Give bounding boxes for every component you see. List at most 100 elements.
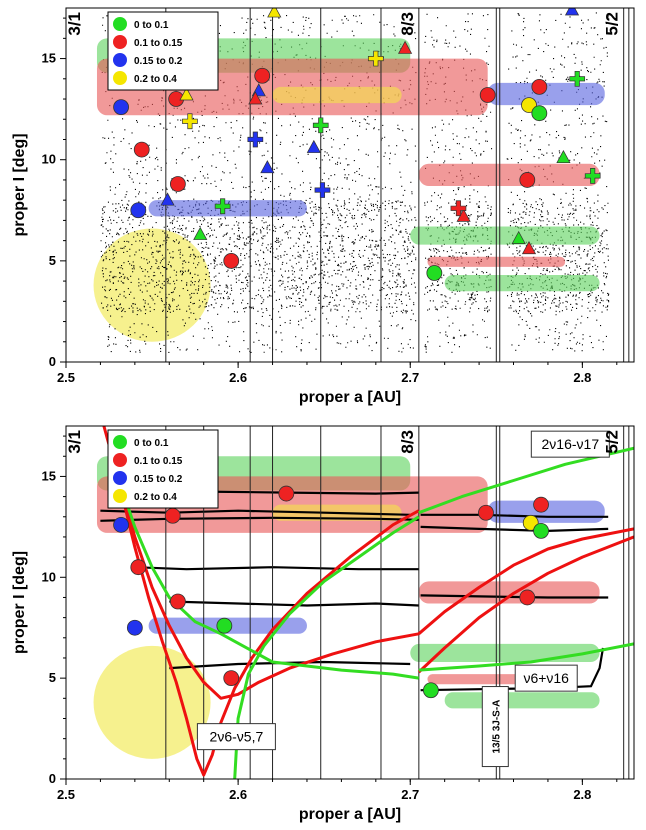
x-tick-label: 2.7 (401, 787, 419, 802)
legend-label-3: 0.2 to 0.4 (134, 492, 177, 503)
annotation-label: ν6+ν16 (523, 670, 569, 686)
legend-swatch-0 (113, 17, 127, 31)
y-tick-label: 5 (49, 670, 56, 685)
annotation-frame (530, 430, 610, 458)
x-tick-label: 2.5 (57, 787, 75, 802)
marker-circle-12 (519, 172, 536, 188)
resonance-label-1: 8/3 (398, 430, 417, 454)
evolution-track-6 (420, 513, 609, 518)
annotation-box-2: 2ν6-ν5,7 (196, 723, 276, 751)
secular-resonance-curve-5 (233, 515, 420, 779)
resonance-label-2: 5/2 (603, 12, 622, 36)
marker-triangle-20 (306, 139, 321, 153)
annotation-frame (514, 664, 578, 692)
evolution-track-0 (100, 509, 411, 516)
y-axis-label: proper I [deg] (11, 133, 28, 236)
annotation-box-3: 13/5 3J-S-A (481, 686, 509, 768)
band-3 (487, 82, 605, 106)
x-tick-label: 2.5 (57, 370, 75, 385)
legend-label-2: 0.15 to 0.2 (134, 56, 183, 67)
resonance-label-0: 3/1 (65, 430, 84, 454)
legend-label-3: 0.2 to 0.4 (134, 74, 177, 85)
band-4 (418, 581, 600, 604)
y-tick-label: 15 (42, 468, 56, 483)
secular-resonance-curve-6 (418, 446, 634, 515)
y-tick-label: 0 (49, 354, 56, 369)
band-8 (444, 692, 600, 709)
legend-swatch-3 (113, 489, 127, 503)
legend-swatch-2 (113, 53, 127, 67)
secular-resonance-curve-3 (417, 527, 634, 635)
plot-area (93, 8, 630, 362)
marker-circle-3 (130, 559, 147, 576)
band-2 (272, 86, 402, 104)
annotation-box-0: 2ν16-ν17 (530, 430, 610, 458)
secular-resonance-curve-4 (119, 486, 420, 680)
bottom-panel: 2ν16-ν17 ν6+ν16 2ν6-ν5,7 13/5 3J-S-A 2.5 2.6 2… (11, 425, 635, 823)
marker-circle-0 (164, 507, 181, 524)
annotation-box-1: ν6+ν16 (514, 664, 578, 692)
marker-circle-11 (531, 105, 548, 122)
evolution-track-8 (420, 594, 609, 599)
x-axis-label: proper a [AU] (299, 806, 401, 823)
x-tick-label: 2.6 (229, 370, 247, 385)
resonance-label-1: 8/3 (398, 12, 417, 36)
marker-circle-8 (479, 87, 496, 103)
resonance-label-2: 5/2 (603, 430, 622, 454)
marker-cross-35 (450, 200, 467, 217)
marker-cross-30 (247, 131, 264, 148)
band-6 (410, 226, 600, 245)
legend-swatch-1 (113, 453, 127, 467)
annotation-label: 2ν16-ν17 (542, 436, 600, 452)
marker-cross-32 (214, 198, 231, 215)
marker-circle-5 (216, 617, 233, 634)
x-tick-label: 2.8 (573, 370, 591, 385)
marker-cross-28 (182, 113, 198, 130)
y-tick-label: 0 (49, 771, 56, 786)
marker-circle-1 (254, 67, 271, 84)
marker-cross-29 (312, 117, 329, 134)
family-ellipse (93, 645, 211, 759)
band-4 (418, 163, 600, 187)
marker-circle-13 (519, 589, 536, 606)
marker-cross-27 (367, 50, 384, 67)
y-tick-label: 15 (42, 51, 56, 66)
marker-circle-7 (426, 265, 443, 281)
marker-circle-5 (130, 202, 147, 219)
marker-cross-34 (584, 168, 601, 184)
y-tick-label: 10 (42, 569, 56, 584)
band-8 (444, 275, 600, 292)
plot-frame (65, 425, 635, 780)
legend-swatch-1 (113, 35, 127, 49)
marker-circle-6 (126, 619, 143, 636)
x-tick-label: 2.7 (401, 370, 419, 385)
legend: 0 to 0.1 0.1 to 0.15 0.15 to 0.2 0.2 to 0.4 (107, 11, 219, 91)
y-axis-label: proper I [deg] (11, 551, 28, 654)
y-tick-label: 10 (42, 152, 56, 167)
x-tick-label: 2.6 (229, 787, 247, 802)
marker-cross-31 (314, 182, 331, 198)
annotation-frame (481, 686, 509, 768)
marker-circle-9 (478, 504, 494, 521)
marker-triangle-22 (193, 226, 208, 240)
legend: 0 to 0.1 0.1 to 0.15 0.15 to 0.2 0.2 to 0.4 (107, 429, 219, 509)
marker-circle-8 (422, 682, 439, 699)
legend-swatch-2 (113, 471, 127, 485)
secular-resonance-curve-1 (109, 429, 420, 700)
annotation-label: 2ν6-ν5,7 (210, 729, 264, 745)
legend-label-0: 0 to 0.1 (134, 438, 169, 449)
marker-circle-6 (223, 252, 240, 269)
plot-frame (65, 7, 635, 363)
marker-circle-4 (169, 176, 186, 192)
annotation-frame (196, 723, 276, 751)
evolution-track-4 (169, 600, 419, 607)
marker-circle-9 (531, 78, 548, 95)
secular-resonance-curve-7 (418, 642, 634, 672)
annotation-label: 13/5 3J-S-A (491, 700, 502, 754)
marker-circle-2 (113, 516, 129, 533)
legend-label-0: 0 to 0.1 (134, 20, 169, 31)
marker-circle-7 (223, 670, 240, 687)
secular-resonance-curve-2 (417, 535, 634, 674)
marker-triangle-16 (248, 91, 263, 105)
